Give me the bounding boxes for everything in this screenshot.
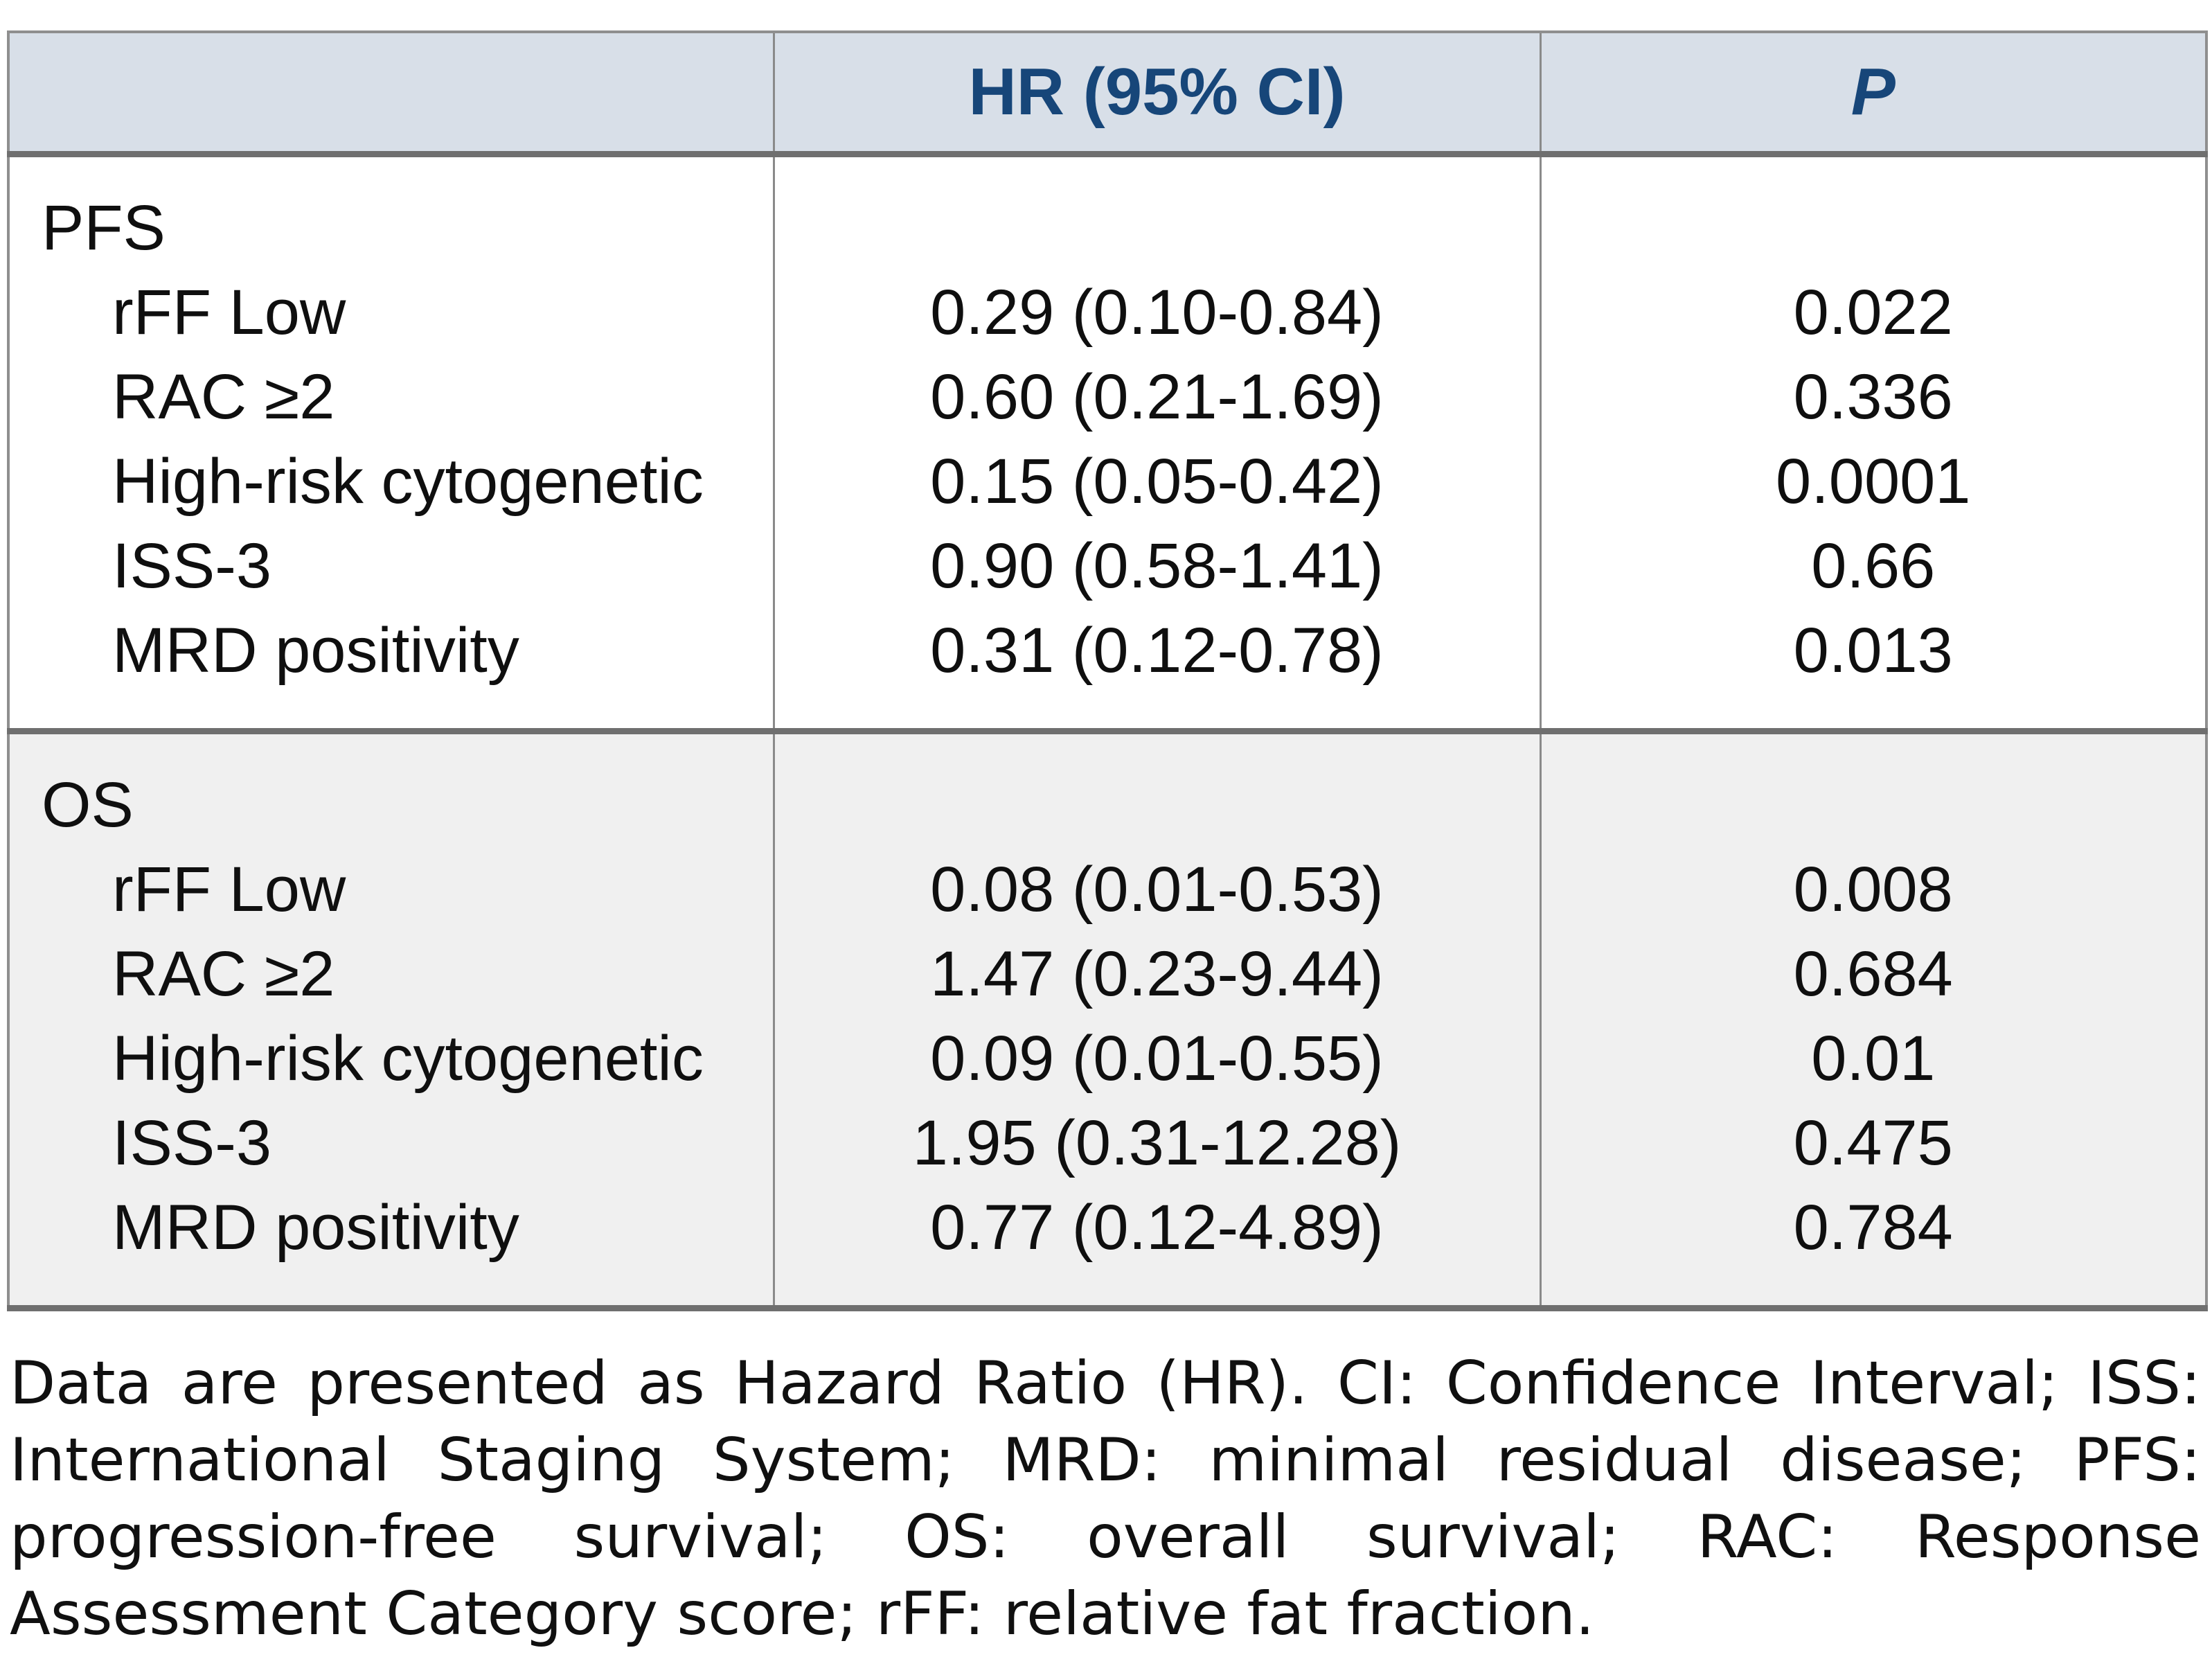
hr-cell: 0.90 (0.58-1.41) — [772, 524, 1540, 608]
hr-cell: 1.47 (0.23-9.44) — [772, 932, 1540, 1016]
row-label-cell: rFF Low — [8, 847, 774, 932]
row-label-cell: ISS-3 — [8, 524, 774, 608]
p-cell: 0.475 — [1539, 1101, 2206, 1185]
p-cell — [1539, 154, 2206, 270]
p-cell — [1539, 731, 2206, 847]
table-row: rFF Low 0.08 (0.01-0.53) 0.008 — [8, 847, 2206, 932]
section-title-cell: OS — [8, 731, 774, 847]
hr-cell: 0.31 (0.12-0.78) — [772, 608, 1540, 732]
row-label-cell: RAC ≥2 — [8, 932, 774, 1016]
p-cell: 0.784 — [1539, 1185, 2206, 1309]
hr-cell: 1.95 (0.31-12.28) — [772, 1101, 1540, 1185]
hr-cell: 0.77 (0.12-4.89) — [772, 1185, 1540, 1309]
section-os: OS rFF Low 0.08 (0.01-0.53) 0.008 RAC ≥2… — [8, 731, 2206, 1309]
p-cell: 0.336 — [1539, 355, 2206, 439]
hr-cell: 0.15 (0.05-0.42) — [772, 439, 1540, 524]
p-cell: 0.684 — [1539, 932, 2206, 1016]
row-label-cell: MRD positivity — [8, 608, 774, 732]
table-row: RAC ≥2 1.47 (0.23-9.44) 0.684 — [8, 932, 2206, 1016]
table-row: RAC ≥2 0.60 (0.21-1.69) 0.336 — [8, 355, 2206, 439]
table-row: rFF Low 0.29 (0.10-0.84) 0.022 — [8, 270, 2206, 355]
p-cell: 0.0001 — [1539, 439, 2206, 524]
table-footnote: Data are presented as Hazard Ratio (HR).… — [10, 1349, 2201, 1649]
table-header-row: HR (95% CI) P — [8, 32, 2206, 157]
row-label-cell: rFF Low — [8, 270, 774, 355]
col-header-hr: HR (95% CI) — [772, 32, 1540, 157]
section-title-row: PFS — [8, 154, 2206, 270]
table-row: ISS-3 1.95 (0.31-12.28) 0.475 — [8, 1101, 2206, 1185]
table-row: High-risk cytogenetic 0.09 (0.01-0.55) 0… — [8, 1016, 2206, 1101]
table-row: ISS-3 0.90 (0.58-1.41) 0.66 — [8, 524, 2206, 608]
table-row: High-risk cytogenetic 0.15 (0.05-0.42) 0… — [8, 439, 2206, 524]
p-cell: 0.008 — [1539, 847, 2206, 932]
row-label-cell: RAC ≥2 — [8, 355, 774, 439]
p-cell: 0.66 — [1539, 524, 2206, 608]
row-label-cell: ISS-3 — [8, 1101, 774, 1185]
p-cell: 0.013 — [1539, 608, 2206, 732]
hr-cell — [772, 154, 1540, 270]
row-label-cell: High-risk cytogenetic — [8, 1016, 774, 1101]
p-cell: 0.022 — [1539, 270, 2206, 355]
hazard-ratio-table: HR (95% CI) P PFS rFF Low 0.29 (0.10-0.8… — [7, 30, 2208, 1311]
table-row: MRD positivity 0.77 (0.12-4.89) 0.784 — [8, 1185, 2206, 1309]
section-title-cell: PFS — [8, 154, 774, 270]
hr-cell: 0.09 (0.01-0.55) — [772, 1016, 1540, 1101]
hr-cell: 0.29 (0.10-0.84) — [772, 270, 1540, 355]
p-cell: 0.01 — [1539, 1016, 2206, 1101]
hr-cell: 0.60 (0.21-1.69) — [772, 355, 1540, 439]
hr-cell — [772, 731, 1540, 847]
hr-cell: 0.08 (0.01-0.53) — [772, 847, 1540, 932]
row-label-cell: MRD positivity — [8, 1185, 774, 1309]
section-pfs: PFS rFF Low 0.29 (0.10-0.84) 0.022 RAC ≥… — [8, 154, 2206, 732]
row-label-cell: High-risk cytogenetic — [8, 439, 774, 524]
col-header-p: P — [1539, 32, 2206, 157]
section-title-row: OS — [8, 731, 2206, 847]
col-header-rowlabels — [8, 32, 774, 157]
table-row: MRD positivity 0.31 (0.12-0.78) 0.013 — [8, 608, 2206, 732]
